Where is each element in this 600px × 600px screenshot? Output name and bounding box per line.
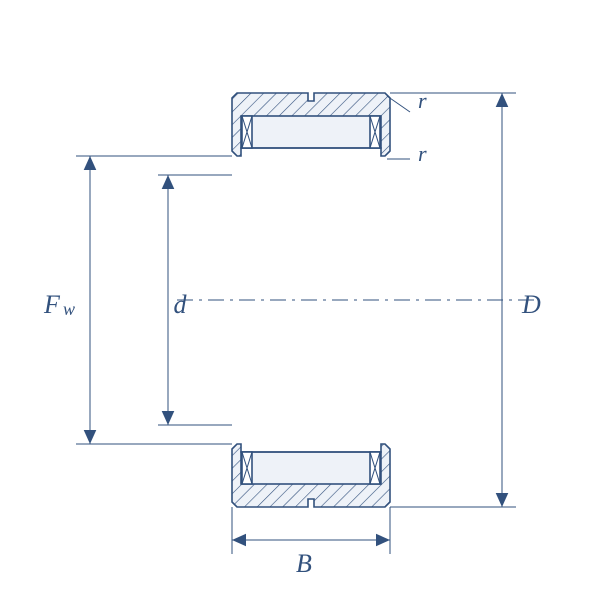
label-B: B <box>296 549 312 578</box>
label-Fw-sub: w <box>63 299 75 319</box>
label-D: D <box>521 290 541 319</box>
label-d: d <box>174 290 188 319</box>
label-Fw: F <box>43 290 61 319</box>
label-r-inner: r <box>418 141 427 166</box>
label-r-outer: r <box>418 88 427 113</box>
